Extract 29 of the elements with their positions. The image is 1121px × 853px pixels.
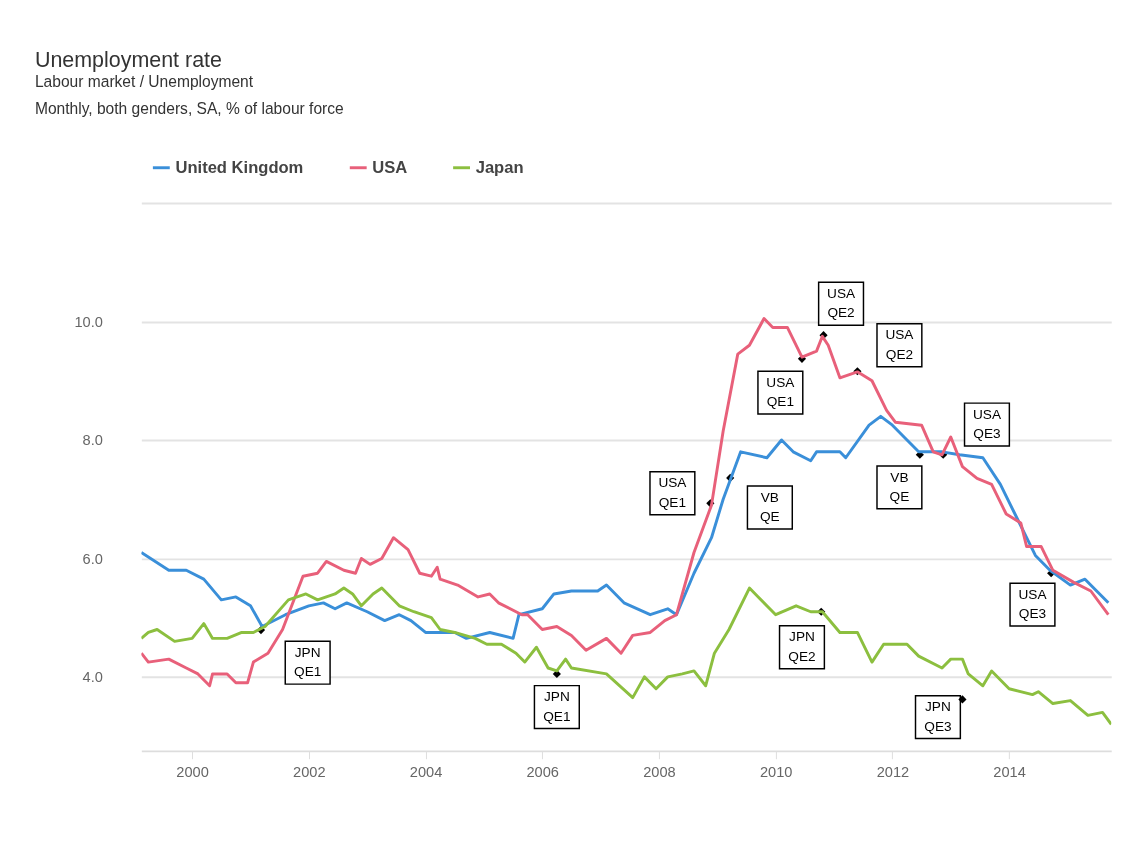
annotation: JPN QE2: [788, 629, 816, 664]
x-tick-label: 2012: [876, 763, 910, 780]
annotation: USA QE1: [766, 374, 796, 410]
annotation: USA QE3: [972, 406, 1002, 442]
chart-subtitle: Labour market / Unemployment Monthly, both genders, SA, % of labour force: [34, 73, 344, 118]
annotation: USA QE1: [658, 475, 688, 510]
x-tick-label: 2002: [293, 763, 326, 780]
annotation: VB QE: [760, 489, 780, 525]
annotation: JPN QE1: [294, 644, 322, 680]
y-tick-label: 6.0: [82, 550, 103, 567]
annotation: USA QE2: [827, 285, 856, 321]
annotation: JPN QE3: [924, 699, 952, 734]
y-tick-label: 8.0: [82, 432, 103, 449]
chart-title: Unemployment rate: [34, 47, 222, 72]
annotation: USA QE2: [885, 327, 915, 362]
annotation: JPN QE1: [543, 689, 571, 724]
x-tick-label: 2008: [643, 763, 676, 780]
x-tick-label: 2000: [176, 763, 209, 780]
x-tick-label: 2014: [993, 763, 1026, 780]
x-tick-label: 2004: [409, 763, 443, 780]
x-tick-label: 2006: [526, 763, 560, 780]
annotation: VB QE: [889, 469, 910, 505]
x-tick-label: 2010: [759, 763, 793, 780]
legend-label: USA: [372, 157, 408, 177]
annotation: USA QE3: [1018, 586, 1048, 622]
legend-label: Japan: [475, 157, 524, 177]
y-tick-label: 10.0: [74, 313, 103, 330]
legend-label: United Kingdom: [175, 157, 304, 177]
y-tick-label: 4.0: [82, 669, 103, 686]
